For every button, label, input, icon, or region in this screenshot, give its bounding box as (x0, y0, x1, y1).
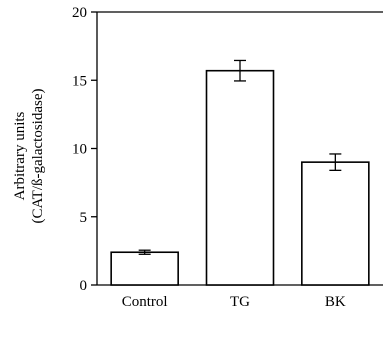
x-tick-label-tg: TG (230, 294, 250, 310)
y-tick-label-5: 5 (80, 210, 88, 226)
y-tick-label-0: 0 (80, 278, 88, 294)
y-axis-title-line-2: (CAT/ß-galactosidase) (30, 89, 46, 224)
y-tick-label-10: 10 (72, 142, 87, 158)
y-tick-label-15: 15 (72, 73, 87, 89)
y-axis-title-line-1: Arbitrary units (12, 111, 28, 200)
y-axis-title: Arbitrary units (CAT/ß-galactosidase) (12, 89, 46, 224)
bar-bk (301, 161, 370, 286)
x-tick-label-control: Control (122, 294, 168, 310)
y-tick-label-20: 20 (72, 5, 87, 21)
x-tick-label-bk: BK (325, 294, 346, 310)
plot-area: 0 5 10 15 20 Control TG BK (72, 5, 383, 310)
bar-control (110, 251, 179, 286)
bar-tg (205, 69, 275, 286)
